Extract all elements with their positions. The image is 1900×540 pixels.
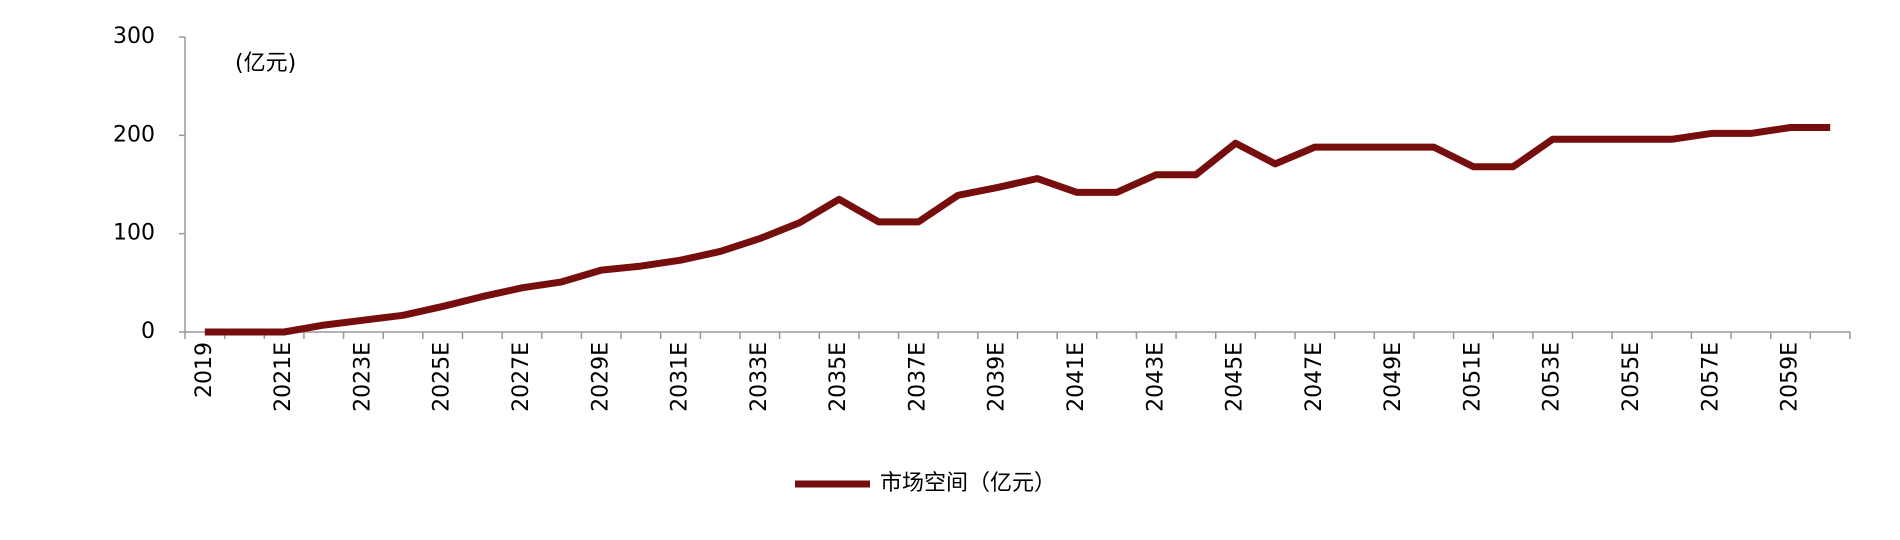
x-tick-label: 2033E	[747, 342, 772, 412]
x-tick-label: 2045E	[1223, 342, 1248, 412]
x-tick-label: 2059E	[1778, 342, 1803, 412]
x-tick-label: 2031E	[668, 342, 693, 412]
x-tick-label: 2029E	[588, 342, 613, 412]
x-tick-label: 2041E	[1064, 342, 1089, 412]
x-tick-label: 2025E	[430, 342, 455, 412]
x-tick-label: 2027E	[509, 342, 534, 412]
x-tick-label: 2043E	[1143, 342, 1168, 412]
x-tick-label: 2047E	[1302, 342, 1327, 412]
line-series	[204, 124, 1831, 336]
x-tick-label: 2057E	[1698, 342, 1723, 412]
y-tick-label: 0	[141, 319, 155, 344]
x-tick-label: 2023E	[350, 342, 375, 412]
x-tick-label: 2053E	[1540, 342, 1565, 412]
x-tick-label: 2019	[192, 342, 217, 398]
x-tick-label: 2051E	[1460, 342, 1485, 412]
y-tick-label: 200	[113, 122, 155, 147]
x-tick-label: 2037E	[905, 342, 930, 412]
y-tick-label: 300	[113, 24, 155, 49]
x-tick-label: 2055E	[1619, 342, 1644, 412]
x-tick-label: 2021E	[271, 342, 296, 412]
x-tick-label: 2049E	[1381, 342, 1406, 412]
y-tick-label: 100	[113, 221, 155, 246]
x-tick-label: 2035E	[826, 342, 851, 412]
legend-label: 市场空间（亿元）	[880, 471, 1056, 496]
unit-annotation: (亿元)	[235, 51, 296, 76]
x-tick-label: 2039E	[985, 342, 1010, 412]
